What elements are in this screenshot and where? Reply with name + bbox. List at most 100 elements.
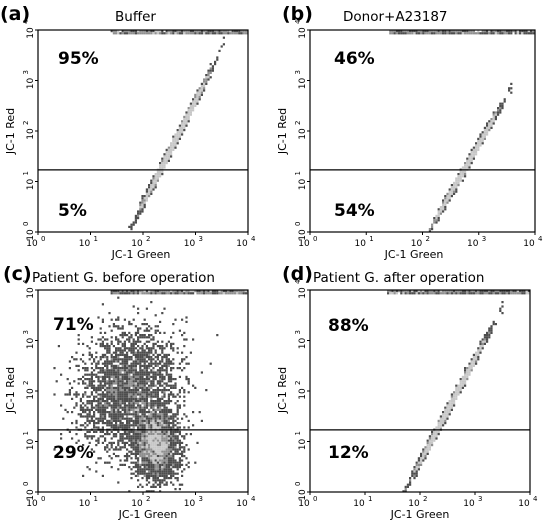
event-dot	[130, 351, 133, 354]
event-dot	[161, 479, 164, 482]
event-dot	[457, 175, 460, 178]
event-dot	[97, 389, 100, 392]
event-dot	[178, 32, 181, 35]
event-dot	[156, 413, 159, 416]
event-dot	[446, 406, 449, 409]
event-dot	[115, 406, 118, 409]
event-dot	[99, 419, 102, 422]
event-dot	[82, 424, 85, 427]
event-dot	[117, 292, 120, 295]
event-dot	[150, 364, 153, 367]
event-dot	[446, 195, 449, 198]
event-dot	[148, 490, 151, 492]
event-dot	[137, 373, 140, 376]
event-dot	[145, 195, 148, 198]
event-dot	[194, 104, 197, 107]
event-dot	[156, 364, 159, 367]
event-dot	[450, 400, 453, 403]
event-dot	[130, 32, 133, 35]
event-dot	[86, 395, 89, 398]
panel-c-x-tick-exponent: 1	[94, 495, 98, 503]
event-dot	[472, 358, 475, 361]
event-dot	[154, 446, 157, 449]
event-dot	[161, 424, 164, 427]
event-dot	[446, 411, 449, 414]
event-dot	[137, 402, 140, 405]
event-dot	[426, 450, 429, 453]
event-dot	[86, 384, 89, 387]
event-dot	[90, 437, 93, 440]
event-dot	[161, 433, 164, 436]
event-dot	[161, 452, 164, 455]
event-dot	[181, 369, 184, 372]
event-dot	[112, 375, 115, 378]
event-dot	[183, 358, 186, 361]
event-dot	[468, 373, 471, 376]
event-dot	[88, 378, 91, 381]
event-dot	[161, 417, 164, 420]
event-dot	[207, 74, 210, 77]
event-dot	[417, 457, 420, 460]
event-dot	[477, 144, 480, 147]
event-dot	[143, 362, 146, 365]
event-dot	[126, 347, 129, 350]
event-dot	[161, 446, 164, 449]
event-dot	[148, 364, 151, 367]
event-dot	[143, 373, 146, 376]
event-dot	[134, 435, 137, 438]
event-dot	[95, 351, 98, 354]
panel-a-lower-percent: 5%	[58, 201, 87, 221]
event-dot	[194, 100, 197, 103]
event-dot	[161, 391, 164, 394]
event-dot	[167, 353, 170, 356]
event-dot	[196, 100, 199, 103]
event-dot	[128, 338, 131, 341]
event-dot	[417, 461, 420, 464]
event-dot	[90, 371, 93, 374]
event-dot	[154, 411, 157, 414]
event-dot	[132, 360, 135, 363]
event-dot	[150, 184, 153, 187]
event-dot	[185, 463, 188, 466]
event-dot	[196, 89, 199, 92]
event-dot	[117, 358, 120, 361]
event-dot	[472, 153, 475, 156]
event-dot	[139, 30, 142, 33]
event-dot	[178, 129, 181, 132]
event-dot	[209, 292, 212, 295]
event-dot	[167, 389, 170, 392]
event-dot	[172, 446, 175, 449]
event-dot	[424, 457, 427, 460]
event-dot	[119, 397, 122, 400]
event-dot	[411, 30, 414, 33]
event-dot	[527, 292, 530, 295]
event-dot	[156, 177, 159, 180]
event-dot	[148, 329, 151, 332]
panel-a-ylabel: JC-1 Red	[4, 108, 17, 155]
event-dot	[101, 430, 104, 433]
panel-b-y-tick-group: 101	[294, 171, 308, 190]
event-dot	[112, 345, 115, 348]
event-dot	[174, 452, 177, 455]
event-dot	[148, 195, 151, 198]
event-dot	[167, 457, 170, 460]
event-dot	[404, 490, 407, 492]
event-dot	[132, 444, 135, 447]
event-dot	[93, 450, 96, 453]
event-dot	[183, 122, 186, 125]
event-dot	[106, 382, 109, 385]
event-dot	[148, 192, 151, 195]
event-dot	[453, 190, 456, 193]
event-dot	[236, 32, 239, 35]
event-dot	[413, 468, 416, 471]
event-dot	[505, 32, 508, 35]
event-dot	[154, 375, 157, 378]
event-dot	[170, 369, 173, 372]
event-dot	[165, 290, 168, 293]
event-dot	[170, 384, 173, 387]
event-dot	[115, 358, 118, 361]
event-dot	[411, 292, 414, 295]
event-dot	[134, 384, 137, 387]
event-dot	[143, 384, 146, 387]
